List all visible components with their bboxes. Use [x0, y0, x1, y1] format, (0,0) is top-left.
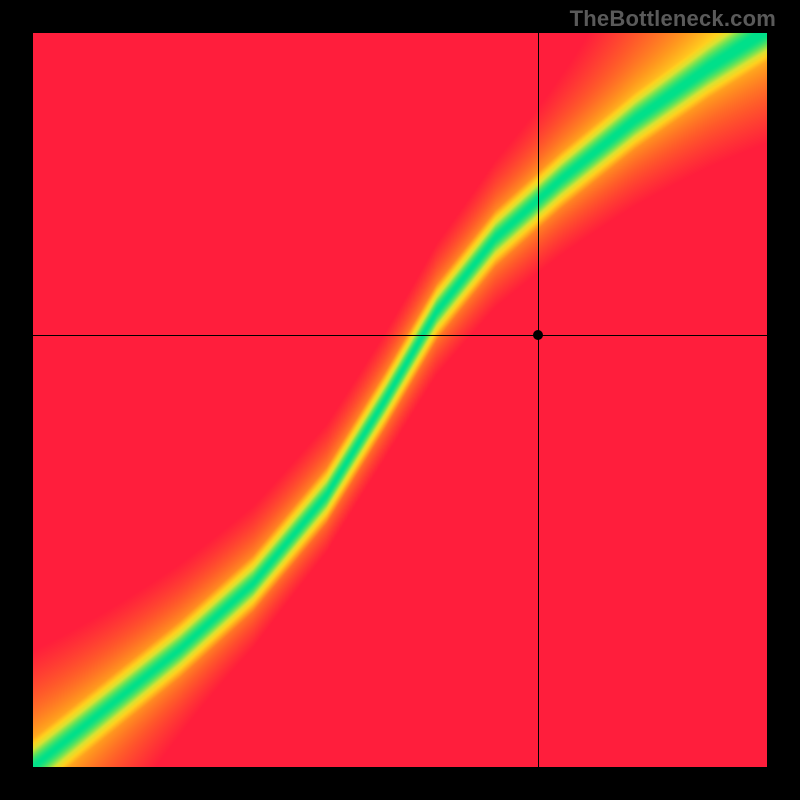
watermark-text: TheBottleneck.com — [570, 6, 776, 32]
heatmap-canvas — [33, 33, 767, 767]
crosshair-vertical — [538, 33, 539, 767]
heatmap-plot — [33, 33, 767, 767]
chart-container: TheBottleneck.com — [0, 0, 800, 800]
crosshair-marker-dot — [533, 330, 543, 340]
crosshair-horizontal — [33, 335, 767, 336]
